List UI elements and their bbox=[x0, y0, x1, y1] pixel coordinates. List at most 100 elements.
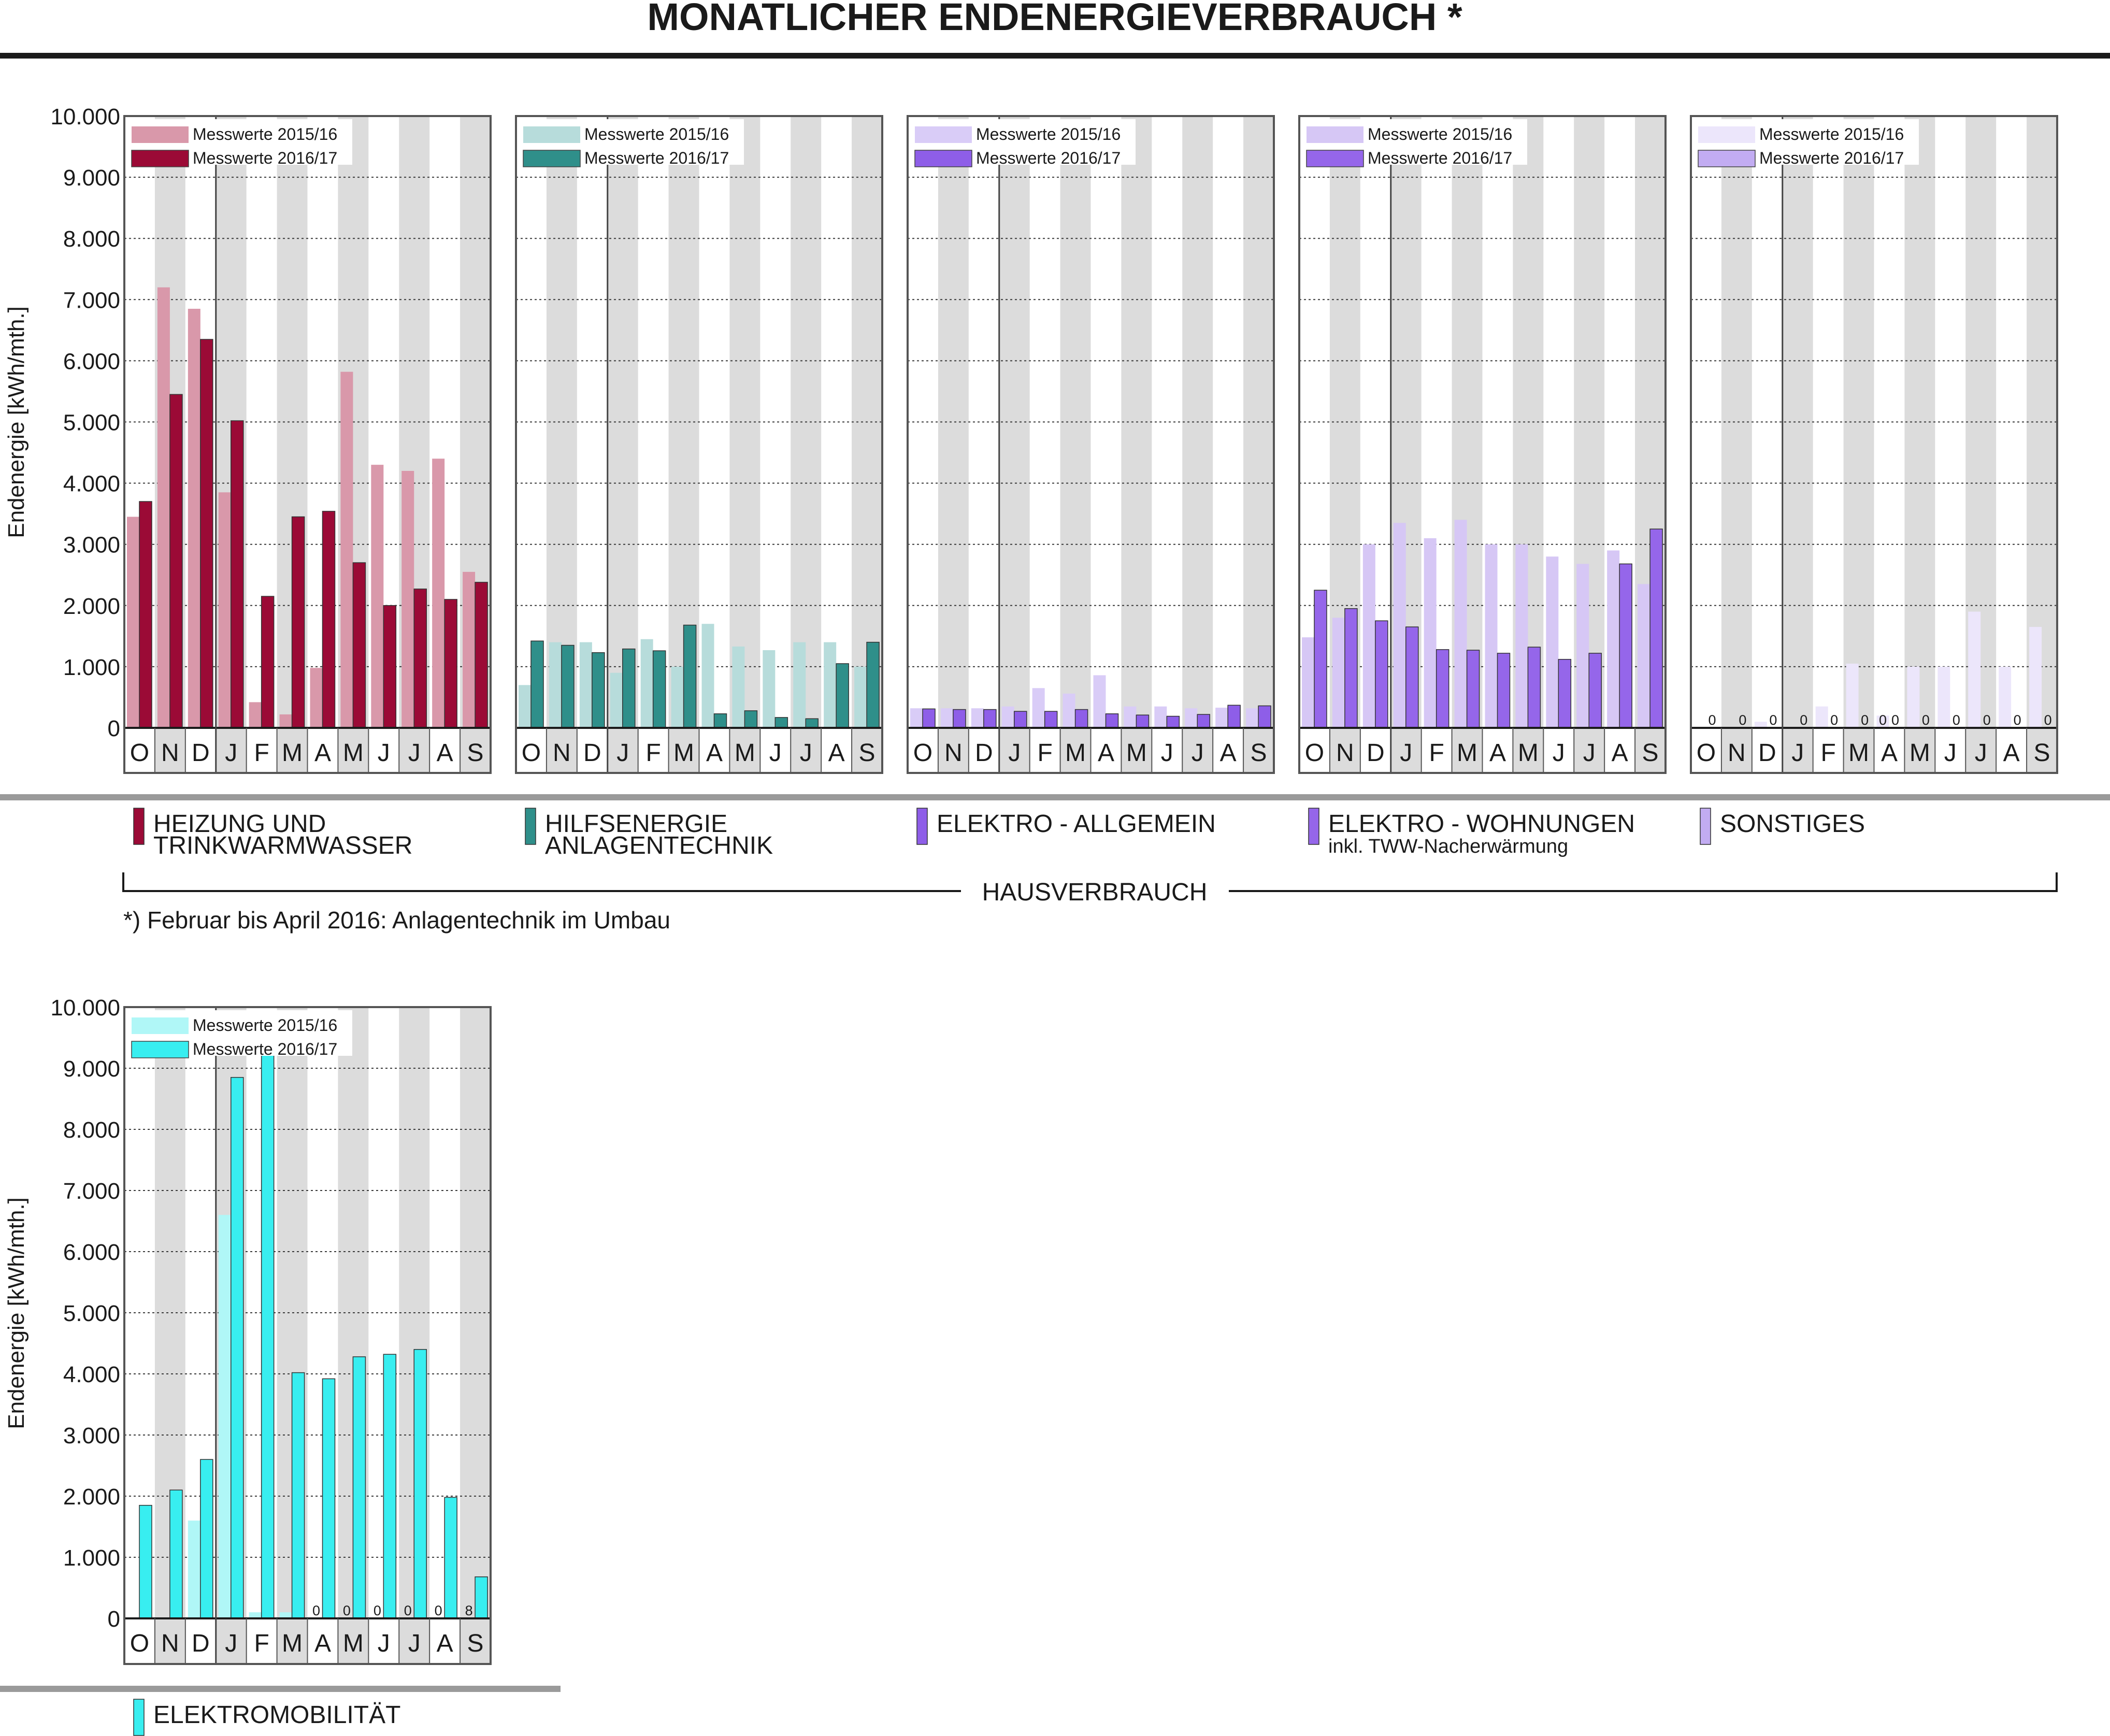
month-tick-label: J bbox=[1008, 739, 1021, 767]
bar-2015-16 bbox=[732, 646, 745, 728]
bar-2016-17 bbox=[774, 717, 788, 728]
month-tick-label: M bbox=[343, 1630, 364, 1657]
bar-2015-16 bbox=[1454, 520, 1467, 728]
bar-2015-16 bbox=[1393, 523, 1406, 728]
chart-frame bbox=[123, 1006, 492, 1665]
month-tick-label: J bbox=[1944, 739, 1957, 767]
bar-2016-17 bbox=[383, 1354, 397, 1619]
month-tick-label: J bbox=[225, 1630, 237, 1657]
month-tick-label: D bbox=[192, 739, 210, 767]
month-tick-label: J bbox=[378, 1630, 390, 1657]
value-label: 0 bbox=[1769, 712, 1777, 728]
legend-swatch-2015-16 bbox=[523, 126, 580, 143]
month-tick-label: O bbox=[130, 1630, 149, 1657]
y-tick-label: 5.000 bbox=[63, 410, 120, 436]
legend-label-2015-16: Messwerte 2015/16 bbox=[1759, 125, 1904, 144]
bar-2015-16 bbox=[1093, 675, 1106, 728]
month-tick-label: O bbox=[1305, 739, 1324, 767]
y-axis-label-top: Endenergie [kWh/mth.] bbox=[4, 306, 29, 538]
month-tick-label: A bbox=[706, 739, 723, 767]
month-tick-label: A bbox=[437, 1630, 453, 1657]
bar-2015-16 bbox=[940, 708, 953, 728]
month-tick-label: M bbox=[1518, 739, 1539, 767]
bar-2015-16 bbox=[1332, 618, 1345, 728]
legend-swatch-2016-17 bbox=[914, 150, 972, 167]
bar-2015-16 bbox=[549, 642, 562, 728]
category-swatch bbox=[1308, 808, 1319, 845]
legend-label-2016-17: Messwerte 2016/17 bbox=[1368, 149, 1512, 167]
bar-2015-16 bbox=[1607, 550, 1620, 728]
bar-2015-16 bbox=[249, 1612, 262, 1618]
bar-2016-17 bbox=[953, 709, 966, 728]
bar-2015-16 bbox=[824, 642, 837, 728]
month-tick-label: D bbox=[583, 739, 601, 767]
month-tick-label: A bbox=[1489, 739, 1506, 767]
month-tick-label: J bbox=[1553, 739, 1565, 767]
charts-root: O N D J F M A M J J A S01.0002.0003.0004.0005.0006.… bbox=[50, 104, 2058, 1736]
bar-2015-16 bbox=[279, 1612, 292, 1618]
category-swatch bbox=[133, 808, 145, 845]
month-tick-label: D bbox=[1367, 739, 1385, 767]
month-tick-label: J bbox=[800, 739, 812, 767]
legend-label-2016-17: Messwerte 2016/17 bbox=[1759, 149, 1904, 167]
chart-legend: Messwerte 2015/16 Messwerte 2016/17 bbox=[1302, 119, 1527, 167]
value-label: 0 bbox=[1983, 712, 1991, 728]
month-tick-label: A bbox=[1881, 739, 1898, 767]
y-tick-label: 3.000 bbox=[63, 1423, 120, 1448]
month-stripe bbox=[1121, 116, 1152, 773]
value-label: 0 bbox=[312, 1603, 320, 1618]
month-tick-label: J bbox=[1161, 739, 1173, 767]
y-tick-label: 2.000 bbox=[63, 1484, 120, 1510]
chart-frame bbox=[123, 115, 492, 774]
category-label: HEIZUNG UND bbox=[153, 810, 326, 838]
month-tick-label: J bbox=[1791, 739, 1804, 767]
month-tick-label: O bbox=[522, 739, 541, 767]
y-tick-label: 7.000 bbox=[63, 1179, 120, 1204]
bar-2015-16 bbox=[432, 458, 445, 728]
month-stripe bbox=[1182, 116, 1213, 773]
bar-2015-16 bbox=[519, 685, 531, 728]
month-tick-label: F bbox=[254, 739, 269, 767]
category-legend-5: SONSTIGES bbox=[1700, 808, 1865, 845]
month-tick-label: F bbox=[254, 1630, 269, 1657]
bar-2016-17 bbox=[169, 394, 183, 728]
month-tick-label: F bbox=[645, 739, 661, 767]
bar-2015-16 bbox=[1576, 564, 1589, 728]
month-tick-label: N bbox=[1728, 739, 1746, 767]
bar-2015-16 bbox=[127, 517, 139, 728]
bar-2016-17 bbox=[1405, 626, 1419, 728]
bar-2015-16 bbox=[640, 639, 653, 728]
bar-2016-17 bbox=[444, 599, 457, 728]
month-tick-label: A bbox=[314, 739, 331, 767]
month-tick-label: A bbox=[1220, 739, 1237, 767]
bar-2015-16 bbox=[701, 624, 714, 728]
legend-label-2015-16: Messwerte 2015/16 bbox=[976, 125, 1121, 144]
bar-2015-16 bbox=[1968, 611, 1981, 728]
bar-2015-16 bbox=[279, 714, 292, 728]
month-tick-label: S bbox=[467, 1630, 484, 1657]
month-tick-label: J bbox=[408, 1630, 421, 1657]
category-swatch bbox=[133, 1699, 145, 1736]
chart-6: 0 0 0 0 0 8O N D J F M A M J J A S01.0002.0003.0004.0005… bbox=[50, 995, 492, 1665]
category-swatch bbox=[916, 808, 928, 845]
legend-label-2016-17: Messwerte 2016/17 bbox=[193, 1040, 337, 1058]
bar-2016-17 bbox=[1527, 647, 1541, 728]
bar-2016-17 bbox=[352, 562, 366, 728]
category-label: ANLAGENTECHNIK bbox=[545, 832, 773, 859]
month-tick-label: M bbox=[1457, 739, 1477, 767]
category-swatch bbox=[525, 808, 536, 845]
bar-2016-17 bbox=[1466, 650, 1480, 728]
month-stripe bbox=[999, 116, 1030, 773]
bar-2015-16 bbox=[310, 668, 323, 728]
y-tick-label: 2.000 bbox=[63, 594, 120, 619]
bar-2016-17 bbox=[200, 1459, 213, 1619]
y-tick-label: 1.000 bbox=[63, 1545, 120, 1571]
bar-2016-17 bbox=[475, 582, 488, 728]
bar-2015-16 bbox=[1485, 544, 1498, 728]
bar-2015-16 bbox=[793, 642, 806, 728]
category-swatch bbox=[1700, 808, 1711, 845]
